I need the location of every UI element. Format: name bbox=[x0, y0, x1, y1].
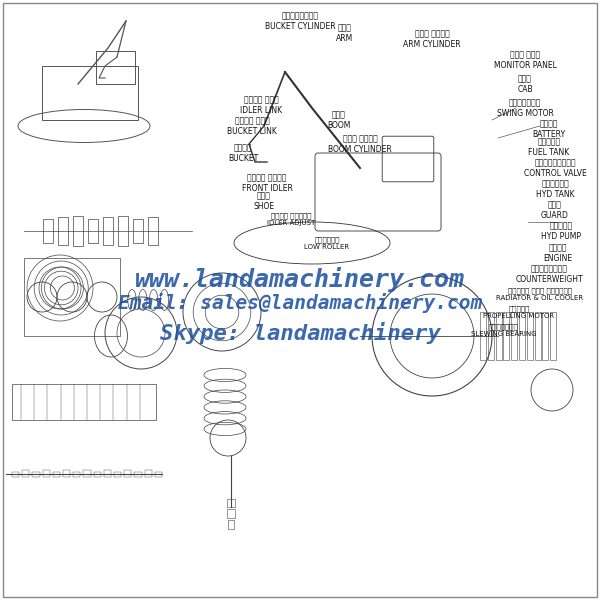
Text: 燃料タンク
FUEL TANK: 燃料タンク FUEL TANK bbox=[529, 137, 569, 157]
Bar bbox=[83, 470, 91, 477]
Bar bbox=[228, 520, 234, 529]
Text: バッテリ
BATTERY: バッテリ BATTERY bbox=[532, 119, 566, 139]
Bar bbox=[550, 312, 556, 360]
Bar bbox=[519, 312, 525, 360]
Bar bbox=[32, 472, 40, 477]
Text: 作動油タンク
HYD TANK: 作動油タンク HYD TANK bbox=[536, 179, 574, 199]
Text: バケットシリンダ
BUCKET CYLINDER: バケットシリンダ BUCKET CYLINDER bbox=[265, 11, 335, 31]
Text: 走行モータ
PROPELLING MOTOR: 走行モータ PROPELLING MOTOR bbox=[484, 305, 554, 319]
Bar bbox=[133, 219, 143, 243]
Bar bbox=[118, 216, 128, 246]
Text: ブーム シリンダ
BOOM CYLINDER: ブーム シリンダ BOOM CYLINDER bbox=[328, 134, 392, 154]
Bar bbox=[104, 470, 111, 477]
Text: エンジン
ENGINE: エンジン ENGINE bbox=[544, 244, 572, 263]
Bar bbox=[227, 499, 235, 507]
Bar bbox=[53, 472, 60, 477]
Text: バケット リンク
BUCKET LINK: バケット リンク BUCKET LINK bbox=[227, 116, 277, 136]
Text: アーム
ARM: アーム ARM bbox=[337, 23, 353, 43]
Text: 旋回ベアリング
SLEWING BEARING: 旋回ベアリング SLEWING BEARING bbox=[471, 323, 537, 337]
Bar bbox=[134, 472, 142, 477]
Text: ガード
GUARD: ガード GUARD bbox=[541, 200, 569, 220]
Bar bbox=[145, 470, 152, 477]
Bar bbox=[43, 470, 50, 477]
Bar bbox=[103, 217, 113, 245]
Bar bbox=[148, 217, 158, 245]
Text: アーム シリンダ
ARM CYLINDER: アーム シリンダ ARM CYLINDER bbox=[403, 29, 461, 49]
Text: バケット
BUCKET: バケット BUCKET bbox=[228, 143, 258, 163]
Text: モニタ パネル
MONITOR PANEL: モニタ パネル MONITOR PANEL bbox=[494, 50, 556, 70]
Bar bbox=[12, 472, 19, 477]
Bar bbox=[542, 312, 548, 360]
Bar bbox=[24, 258, 120, 336]
Bar bbox=[480, 312, 486, 360]
Text: フロント アイドラ
FRONT IDLER: フロント アイドラ FRONT IDLER bbox=[242, 173, 292, 193]
Bar bbox=[58, 217, 68, 245]
Text: Email: sales@landamachinery.com: Email: sales@landamachinery.com bbox=[118, 293, 482, 313]
Text: アイドラ リンク
IDLER LINK: アイドラ リンク IDLER LINK bbox=[240, 95, 282, 115]
Text: カウンタウェイト
COUNTERWEIGHT: カウンタウェイト COUNTERWEIGHT bbox=[515, 265, 583, 284]
Bar bbox=[155, 472, 162, 477]
Text: スイングモータ
SWING MOTOR: スイングモータ SWING MOTOR bbox=[497, 98, 553, 118]
Bar bbox=[88, 219, 98, 243]
Bar bbox=[63, 470, 70, 477]
Bar bbox=[96, 51, 135, 84]
Bar bbox=[42, 66, 138, 120]
Bar bbox=[511, 312, 517, 360]
Text: シュー
SHOE: シュー SHOE bbox=[253, 191, 275, 211]
Bar bbox=[94, 472, 101, 477]
Bar bbox=[114, 472, 121, 477]
Bar bbox=[227, 509, 235, 518]
Text: アイドラ アジャスト
IDLER ADJUST: アイドラ アジャスト IDLER ADJUST bbox=[267, 212, 315, 226]
Text: アッパローラ
LOW ROLLER: アッパローラ LOW ROLLER bbox=[304, 236, 350, 250]
Bar bbox=[12, 384, 156, 420]
Bar bbox=[488, 312, 494, 360]
Bar bbox=[43, 219, 53, 243]
Text: ラジエータ および オイルクーラ
RADIATOR & OIL COOLER: ラジエータ および オイルクーラ RADIATOR & OIL COOLER bbox=[496, 287, 584, 301]
Bar bbox=[73, 472, 80, 477]
Text: コントロールバルブ
CONTROL VALVE: コントロールバルブ CONTROL VALVE bbox=[524, 158, 586, 178]
Bar bbox=[503, 312, 509, 360]
Text: 油圧ポンプ
HYD PUMP: 油圧ポンプ HYD PUMP bbox=[541, 221, 581, 241]
Bar bbox=[124, 470, 131, 477]
Text: www.landamachinery.com: www.landamachinery.com bbox=[135, 266, 465, 292]
Bar bbox=[496, 312, 502, 360]
Bar bbox=[22, 470, 29, 477]
Bar bbox=[527, 312, 533, 360]
Text: キャブ
CAB: キャブ CAB bbox=[517, 74, 533, 94]
Bar bbox=[535, 312, 541, 360]
Bar bbox=[73, 216, 83, 246]
Text: ブーム
BOOM: ブーム BOOM bbox=[328, 110, 350, 130]
Text: Skype: landamachinery: Skype: landamachinery bbox=[160, 322, 440, 344]
